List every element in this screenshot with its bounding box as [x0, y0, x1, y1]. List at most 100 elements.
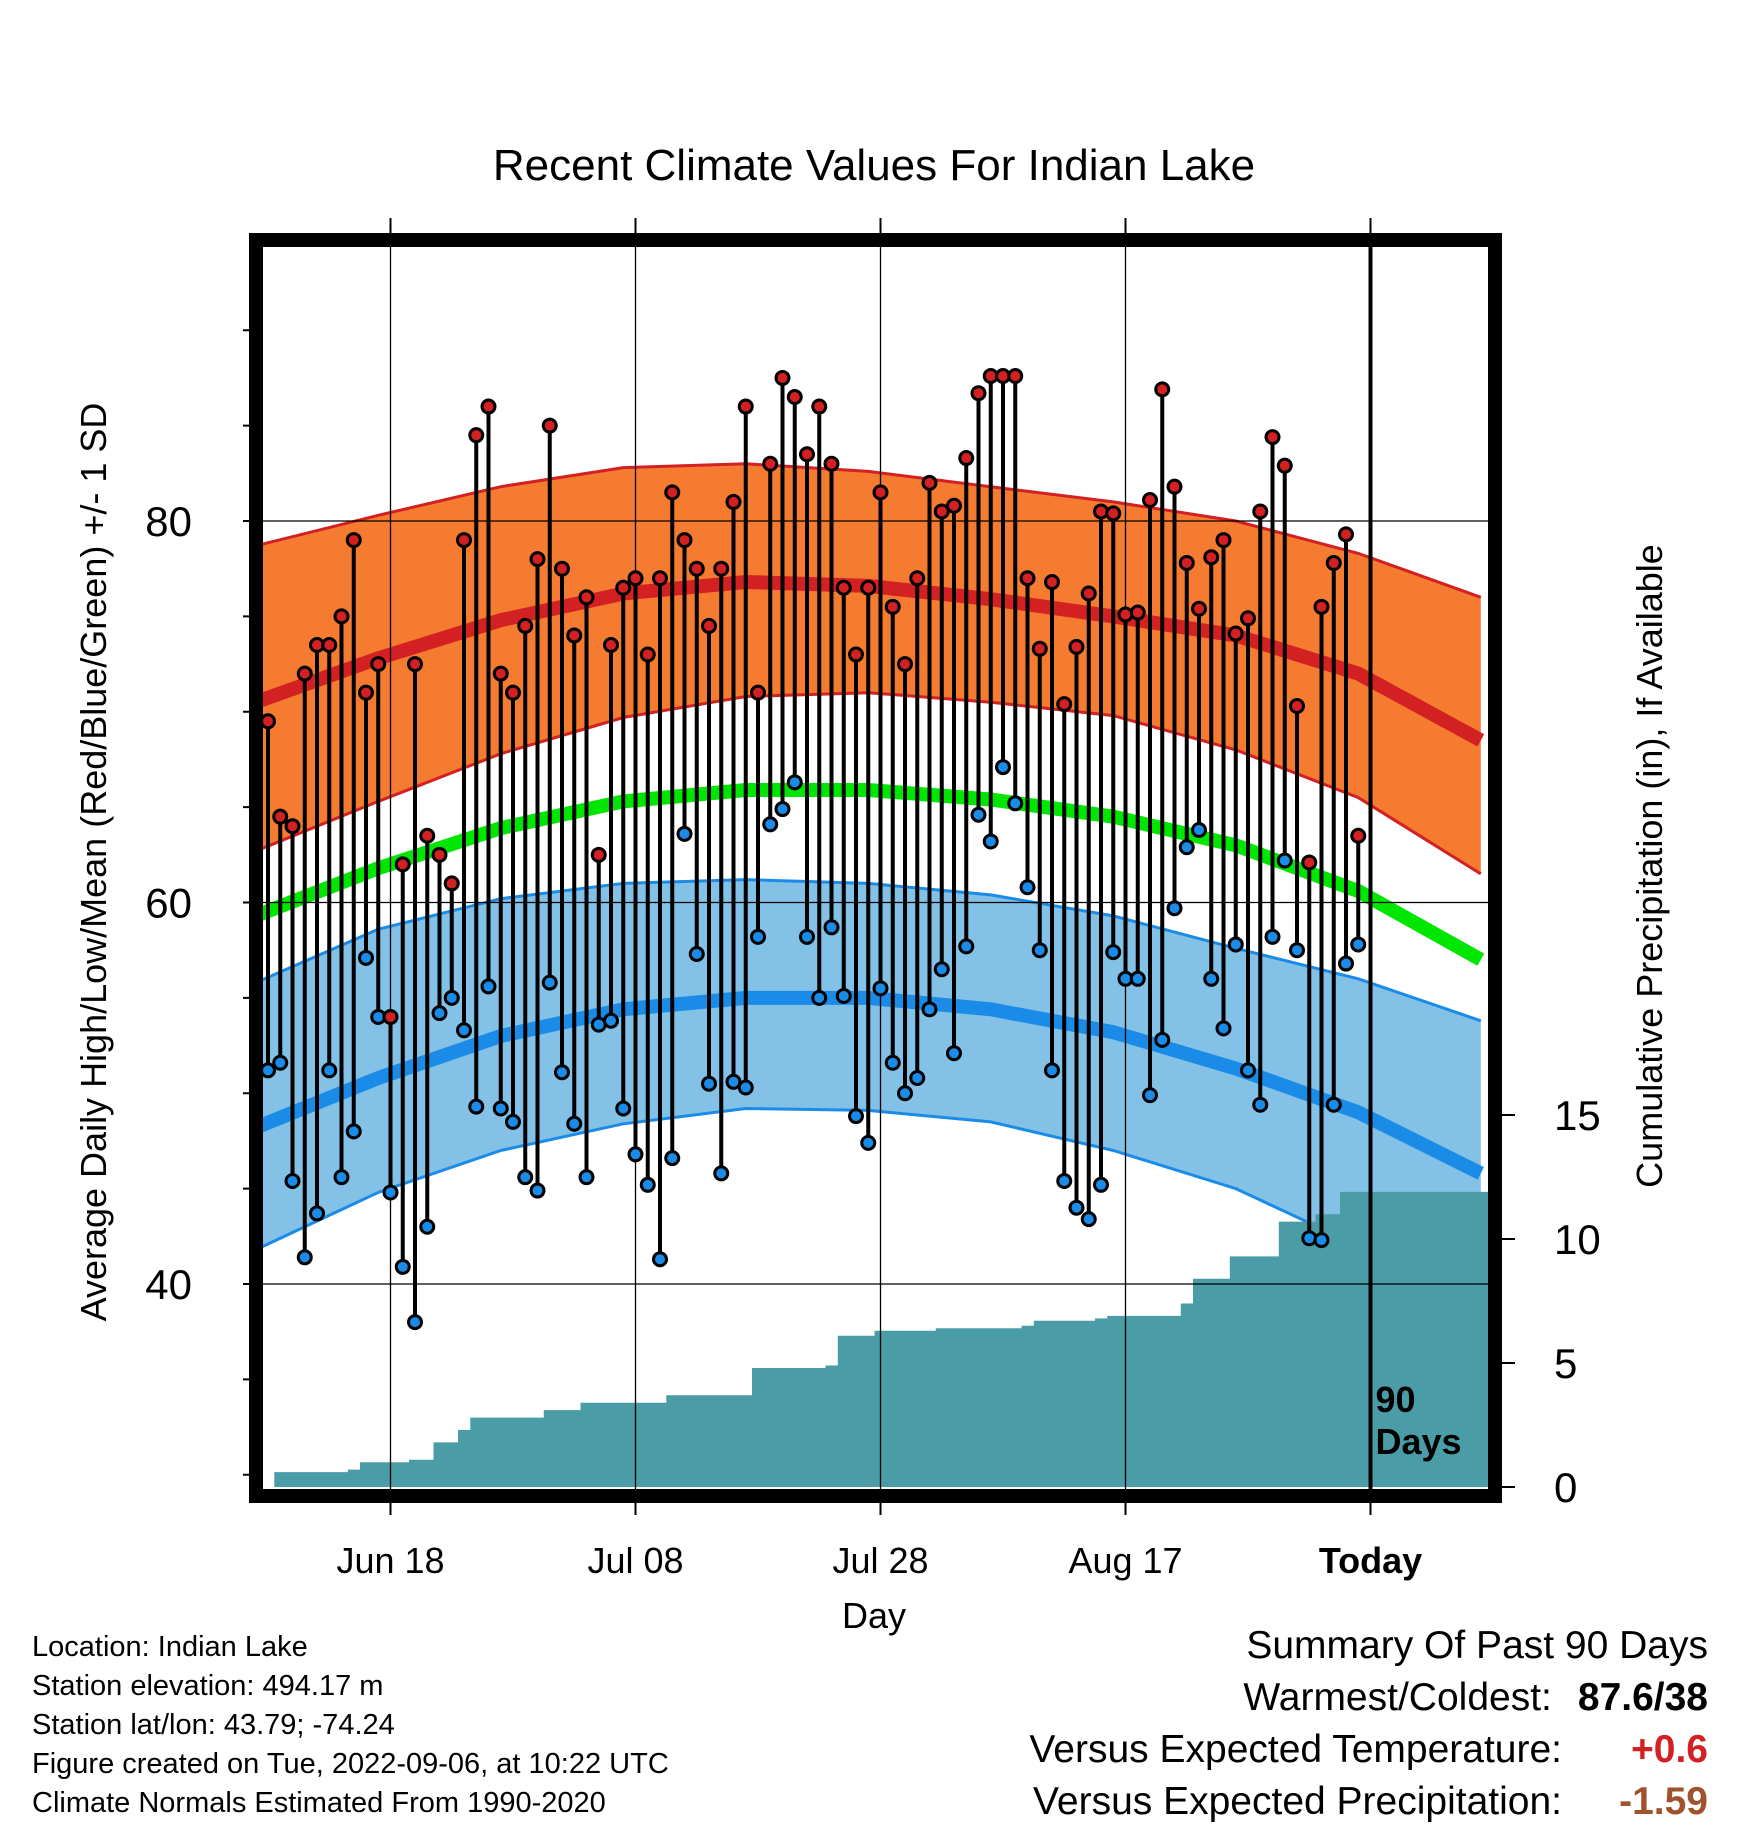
- daily-low-point: [1019, 879, 1036, 896]
- today-days-label: 90: [1376, 1379, 1416, 1420]
- daily-high-point: [1068, 638, 1085, 655]
- daily-low-point: [1154, 1031, 1171, 1048]
- daily-low-point: [946, 1045, 962, 1062]
- daily-high-point: [480, 398, 497, 415]
- daily-low-point: [1178, 839, 1195, 856]
- daily-low-point: [884, 1054, 901, 1071]
- daily-low-point: [1289, 942, 1305, 959]
- daily-low-point: [1350, 936, 1367, 953]
- daily-high-point: [811, 398, 828, 415]
- daily-low-point: [1338, 955, 1354, 972]
- daily-low-point: [909, 1069, 926, 1086]
- daily-high-point: [345, 532, 362, 549]
- daily-high-point: [1227, 625, 1244, 642]
- daily-high-point: [407, 656, 423, 673]
- info-created: Figure created on Tue, 2022-09-06, at 10…: [32, 1748, 669, 1780]
- x-tick-label: Jul 28: [832, 1540, 928, 1581]
- x-tick-label: Jun 18: [336, 1540, 444, 1581]
- daily-high-point: [970, 385, 987, 402]
- daily-high-point: [897, 656, 913, 673]
- daily-high-point: [1142, 492, 1158, 509]
- daily-low-point: [774, 801, 791, 818]
- daily-low-point: [1044, 1062, 1060, 1079]
- daily-high-point: [639, 646, 656, 663]
- temp-label: Versus Expected Temperature:: [1029, 1728, 1562, 1771]
- daily-low-point: [333, 1169, 350, 1186]
- daily-low-point: [639, 1176, 656, 1193]
- daily-low-point: [835, 987, 852, 1004]
- daily-high-point: [676, 532, 693, 549]
- daily-low-point: [872, 980, 889, 997]
- high-sd-upper: [263, 462, 1482, 599]
- daily-low-point: [603, 1012, 619, 1029]
- daily-high-point: [1203, 549, 1220, 566]
- summary-panel: Summary Of Past 90 Days Warmest/Coldest:…: [1029, 1620, 1708, 1828]
- daily-high-point: [358, 684, 374, 701]
- daily-high-point: [1019, 570, 1036, 587]
- daily-low-point: [492, 1100, 509, 1117]
- daily-low-point: [958, 938, 975, 955]
- daily-low-point: [786, 774, 803, 791]
- daily-high-point: [284, 818, 301, 835]
- y-tick-label: 40: [145, 1261, 192, 1308]
- daily-low-point: [407, 1314, 423, 1331]
- daily-high-point: [541, 417, 558, 434]
- daily-high-point: [1178, 554, 1195, 571]
- daily-low-point: [750, 928, 766, 945]
- y-tick-label: 60: [145, 880, 192, 927]
- y2-axis-label: Cumulative Precipitation (in), If Availa…: [1629, 544, 1670, 1188]
- x-tick-label: Today: [1319, 1540, 1422, 1581]
- daily-high-point: [419, 827, 436, 844]
- daily-high-point: [590, 846, 607, 863]
- daily-low-point: [1252, 1096, 1269, 1113]
- daily-high-point: [701, 617, 717, 634]
- daily-low-point: [263, 1062, 276, 1079]
- daily-high-point: [774, 369, 791, 386]
- daily-high-point: [1215, 532, 1232, 549]
- daily-low-point: [272, 1054, 289, 1071]
- daily-high-point: [578, 589, 595, 606]
- summary-temp: Versus Expected Temperature: +0.6: [1029, 1724, 1708, 1776]
- daily-high-point: [370, 656, 387, 673]
- daily-low-point: [713, 1165, 730, 1182]
- daily-low-point: [468, 1098, 485, 1115]
- daily-high-point: [1031, 640, 1048, 657]
- daily-high-point: [443, 875, 460, 892]
- daily-low-point: [860, 1134, 877, 1151]
- daily-low-point: [1191, 822, 1207, 839]
- daily-low-point: [1080, 1211, 1097, 1228]
- daily-high-point: [394, 856, 411, 873]
- daily-high-point: [1166, 478, 1183, 495]
- y2-tick-label: 0: [1554, 1464, 1577, 1511]
- daily-low-point: [1056, 1172, 1073, 1189]
- daily-high-point: [1252, 503, 1269, 520]
- y2-tick-label: 10: [1554, 1216, 1601, 1263]
- daily-low-point: [627, 1146, 644, 1163]
- daily-low-point: [933, 961, 950, 978]
- daily-low-point: [1093, 1176, 1109, 1193]
- daily-high-point: [492, 665, 509, 682]
- info-location: Location: Indian Lake: [32, 1631, 308, 1663]
- daily-low-point: [358, 949, 374, 966]
- daily-low-point: [309, 1205, 325, 1222]
- daily-low-point: [480, 978, 497, 995]
- daily-low-point: [701, 1075, 717, 1092]
- daily-low-point: [284, 1172, 301, 1189]
- daily-high-point: [1007, 368, 1024, 385]
- daily-low-point: [1215, 1020, 1232, 1037]
- daily-high-point: [554, 560, 570, 577]
- daily-high-point: [456, 532, 472, 549]
- summary-heading: Summary Of Past 90 Days: [1246, 1624, 1708, 1667]
- daily-low-point: [1325, 1096, 1342, 1113]
- low-sd-band: [263, 879, 1481, 1323]
- daily-low-point: [578, 1169, 595, 1186]
- daily-low-point: [1166, 900, 1183, 917]
- y2-tick-label: 5: [1554, 1340, 1577, 1387]
- daily-high-point: [1080, 585, 1097, 602]
- daily-low-point: [1240, 1062, 1256, 1079]
- daily-low-point: [823, 919, 840, 936]
- daily-high-point: [799, 446, 815, 463]
- daily-low-point: [529, 1182, 546, 1199]
- daily-high-point: [1325, 554, 1342, 571]
- daily-high-point: [737, 398, 754, 415]
